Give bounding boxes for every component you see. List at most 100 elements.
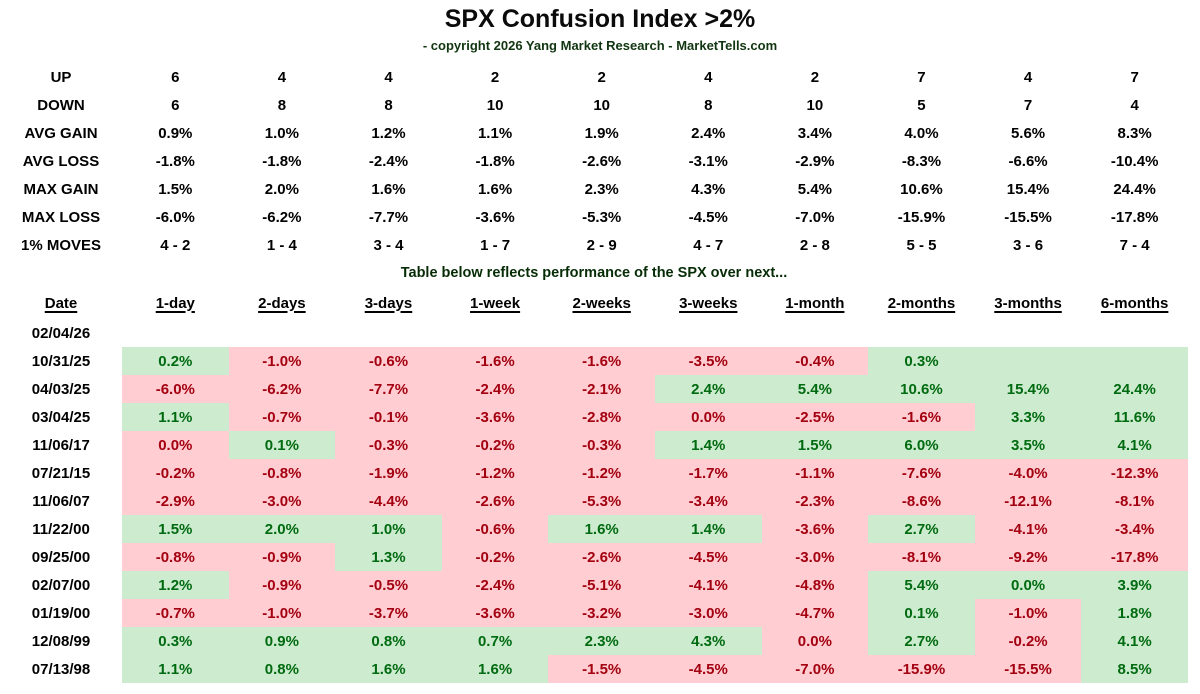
perf-cell: 1.0% xyxy=(335,515,442,543)
copyright-subtitle: - copyright 2026 Yang Market Research - … xyxy=(422,38,778,53)
perf-cell: -3.6% xyxy=(761,515,869,543)
stats-row: 1% MOVES 4 - 2 1 - 4 3 - 4 1 - 7 2 - 9 4 - 7 2 … xyxy=(0,231,1188,259)
stat-value: 7 xyxy=(917,68,926,86)
table-note: Table below reflects performance of the … xyxy=(400,265,788,281)
perf-cell: 4.1% xyxy=(1081,431,1188,459)
perf-cell: -0.3% xyxy=(548,431,655,459)
stat-value: 0.9% xyxy=(158,124,193,142)
stat-value: 2 - 8 xyxy=(799,236,830,254)
stat-value: -6.2% xyxy=(262,208,302,226)
perf-cell-empty xyxy=(1081,319,1188,347)
stat-value: -7.0% xyxy=(795,208,835,226)
table-row: 10/31/25 0.2% -1.0% -0.6% -1.6% -1.6% -3.5% -0.… xyxy=(0,347,1188,375)
perf-cell: 0.8% xyxy=(335,627,442,655)
stat-value: -15.9% xyxy=(897,208,946,226)
perf-cell: -0.5% xyxy=(335,571,442,599)
column-header: 2-weeks xyxy=(572,294,631,312)
stat-value: -3.6% xyxy=(475,208,515,226)
stat-value: 1.1% xyxy=(477,124,513,142)
perf-cell: -1.5% xyxy=(548,655,655,683)
perf-cell: 0.1% xyxy=(228,431,336,459)
date-cell: 07/21/15 xyxy=(31,464,91,482)
perf-cell: -0.2% xyxy=(441,431,549,459)
date-cell: 02/04/26 xyxy=(31,324,91,342)
stat-label: 1% MOVES xyxy=(20,236,102,254)
stat-value: 4 xyxy=(277,68,287,86)
perf-cell: 0.8% xyxy=(228,655,336,683)
perf-cell: -4.4% xyxy=(335,487,442,515)
perf-cell: 1.5% xyxy=(761,431,869,459)
perf-cell: 0.0% xyxy=(974,571,1082,599)
perf-cell: -2.3% xyxy=(761,487,869,515)
perf-cell: -0.8% xyxy=(122,543,229,571)
table-row: 12/08/99 0.3% 0.9% 0.8% 0.7% 2.3% 4.3% 0.0% 2.7%… xyxy=(0,627,1188,655)
stat-value: 2 xyxy=(810,68,820,86)
stat-value: 6 xyxy=(171,68,180,86)
stat-value: -1.8% xyxy=(155,152,195,170)
stat-value: 2 xyxy=(490,68,500,86)
stat-value: 8 xyxy=(384,96,393,114)
stats-row: AVG GAIN 0.9% 1.0% 1.2% 1.1% 1.9% 2.4% 3.4% 4.0%… xyxy=(0,119,1188,147)
perf-cell: 24.4% xyxy=(1081,375,1188,403)
perf-cell-empty xyxy=(229,319,336,347)
perf-cell: 1.5% xyxy=(122,515,229,543)
stat-value: 1.0% xyxy=(264,124,299,142)
perf-cell: -0.2% xyxy=(122,459,229,487)
perf-cell: -8.1% xyxy=(868,543,975,571)
column-header: 3-days xyxy=(364,294,413,312)
perf-cell: 3.9% xyxy=(1081,571,1188,599)
perf-cell: -3.6% xyxy=(441,403,549,431)
perf-cell: -3.0% xyxy=(761,543,869,571)
perf-cell: -2.8% xyxy=(548,403,655,431)
perf-cell: 3.3% xyxy=(974,403,1082,431)
perf-cell: -15.5% xyxy=(974,655,1082,683)
perf-cell: -3.0% xyxy=(654,599,762,627)
stats-row: AVG LOSS -1.8% -1.8% -2.4% -1.8% -2.6% -3.1% -2… xyxy=(0,147,1188,175)
perf-cell: -1.6% xyxy=(441,347,549,375)
table-row: 03/04/25 1.1% -0.7% -0.1% -3.6% -2.8% 0.0% -2.5… xyxy=(0,403,1188,431)
stat-value: -3.1% xyxy=(688,152,728,170)
perf-cell-empty xyxy=(868,319,975,347)
perf-cell: -1.9% xyxy=(335,459,442,487)
perf-cell: -1.0% xyxy=(228,347,336,375)
column-header: 1-week xyxy=(470,294,521,312)
perf-cell: 1.2% xyxy=(122,571,229,599)
stat-value: 10 xyxy=(593,96,611,114)
table-row: 11/22/00 1.5% 2.0% 1.0% -0.6% 1.6% 1.4% -3.6% 2.… xyxy=(0,515,1188,543)
perf-cell: -0.9% xyxy=(228,571,336,599)
stats-row: UP 6 4 4 2 2 4 2 7 4 7 xyxy=(0,63,1188,91)
table-row: 09/25/00 -0.8% -0.9% 1.3% -0.2% -2.6% -4.5% -3.… xyxy=(0,543,1188,571)
column-header: Date xyxy=(44,294,78,312)
perf-cell: 11.6% xyxy=(1081,403,1188,431)
stat-value: -1.8% xyxy=(262,152,302,170)
date-cell: 01/19/00 xyxy=(31,604,91,622)
perf-cell: 1.1% xyxy=(122,655,229,683)
perf-cell: -7.0% xyxy=(761,655,869,683)
perf-cell-empty xyxy=(442,319,549,347)
perf-cell: 1.4% xyxy=(654,515,762,543)
stat-value: -15.5% xyxy=(1004,208,1052,226)
perf-cell: -5.3% xyxy=(548,487,655,515)
perf-cell: -4.5% xyxy=(654,655,762,683)
stat-label: MAX GAIN xyxy=(23,180,99,198)
perf-cell: -0.4% xyxy=(761,347,869,375)
perf-cell: -1.1% xyxy=(761,459,869,487)
column-header: 1-month xyxy=(785,294,845,312)
stat-value: 1.6% xyxy=(371,180,406,198)
perf-cell: -1.2% xyxy=(548,459,655,487)
stat-value: -6.6% xyxy=(1008,152,1048,170)
column-header: 3-months xyxy=(994,294,1062,312)
column-header: 6-months xyxy=(1100,294,1169,312)
table-row: 07/21/15 -0.2% -0.8% -1.9% -1.2% -1.2% -1.7% -1… xyxy=(0,459,1188,487)
perf-cell: -3.5% xyxy=(654,347,762,375)
stat-value: 8 xyxy=(704,96,713,114)
column-header-row: Date 1-day 2-days 3-days 1-week 2-weeks 3-week… xyxy=(0,287,1188,319)
stat-value: 2.4% xyxy=(691,124,726,142)
perf-cell: 1.1% xyxy=(122,403,229,431)
perf-cell: 6.0% xyxy=(868,431,975,459)
perf-cell: -5.1% xyxy=(548,571,655,599)
perf-cell: 0.3% xyxy=(122,627,229,655)
perf-cell: -3.0% xyxy=(228,487,336,515)
perf-cell: -15.9% xyxy=(868,655,975,683)
perf-cell: -1.0% xyxy=(974,599,1082,627)
